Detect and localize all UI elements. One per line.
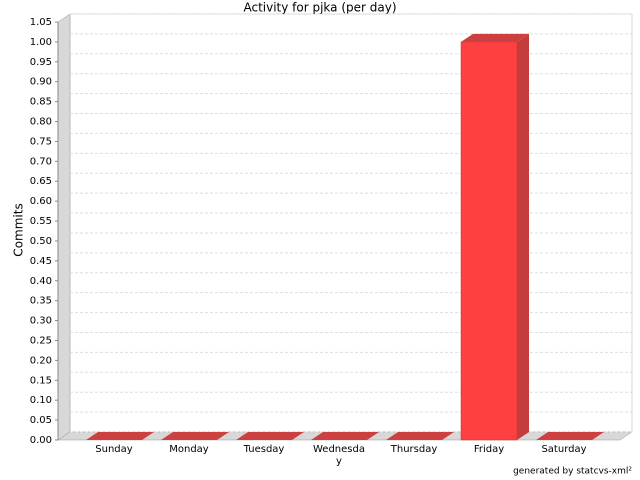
y-tick-label: 0.70 xyxy=(30,156,52,167)
y-tick-label: 0.85 xyxy=(30,97,52,108)
bar xyxy=(161,432,229,440)
x-tick-label: Friday xyxy=(473,444,505,455)
y-tick-label: 0.60 xyxy=(30,196,52,207)
y-tick-label: 1.00 xyxy=(30,37,52,48)
y-tick-label: 0.15 xyxy=(30,375,52,386)
y-tick-label: 1.05 xyxy=(30,17,52,28)
x-tick-label: Saturday xyxy=(541,444,587,455)
bar xyxy=(460,33,529,441)
y-tick-label: 0.35 xyxy=(30,296,52,307)
bar xyxy=(236,432,304,440)
back-wall xyxy=(69,13,633,433)
x-tick-label: Thursday xyxy=(390,444,438,455)
bar-front xyxy=(460,41,518,441)
y-tick-label: 0.05 xyxy=(30,415,52,426)
x-tick-label: Wednesday xyxy=(313,444,365,467)
y-tick-label: 0.65 xyxy=(30,176,52,187)
bar xyxy=(386,432,454,440)
bar-side xyxy=(517,33,529,441)
x-tick-label: Sunday xyxy=(95,444,133,455)
bar-top xyxy=(386,432,454,440)
y-tick-label: 0.50 xyxy=(30,236,52,247)
bar xyxy=(536,432,604,440)
chart-title: Activity for pjka (per day) xyxy=(243,1,396,15)
y-tick-label: 0.25 xyxy=(30,335,52,346)
left-wall xyxy=(57,13,71,441)
x-tick-label: Tuesday xyxy=(243,444,285,455)
bar xyxy=(311,432,379,440)
y-tick-label: 0.90 xyxy=(30,77,52,88)
footer: generated by statcvs-xml² xyxy=(513,467,632,477)
y-tick-label: 0.75 xyxy=(30,136,52,147)
x-tick-label: Monday xyxy=(169,444,209,455)
bar-top xyxy=(536,432,604,440)
bar-top xyxy=(461,33,529,42)
y-axis-label: Commits xyxy=(12,203,26,256)
y-tick-label: 0.80 xyxy=(30,117,52,128)
y-tick-label: 0.10 xyxy=(30,395,52,406)
y-tick-label: 0.00 xyxy=(30,435,52,446)
bar-top xyxy=(311,432,379,440)
y-tick-label: 0.45 xyxy=(30,256,52,267)
bar-top xyxy=(86,432,154,440)
y-tick-label: 0.30 xyxy=(30,316,52,327)
y-tick-label: 0.95 xyxy=(30,57,52,68)
bar xyxy=(86,432,154,440)
bar-top xyxy=(161,432,229,440)
bar-top xyxy=(236,432,304,440)
y-tick-label: 0.55 xyxy=(30,216,52,227)
y-tick-label: 0.20 xyxy=(30,355,52,366)
y-tick-label: 0.40 xyxy=(30,276,52,287)
